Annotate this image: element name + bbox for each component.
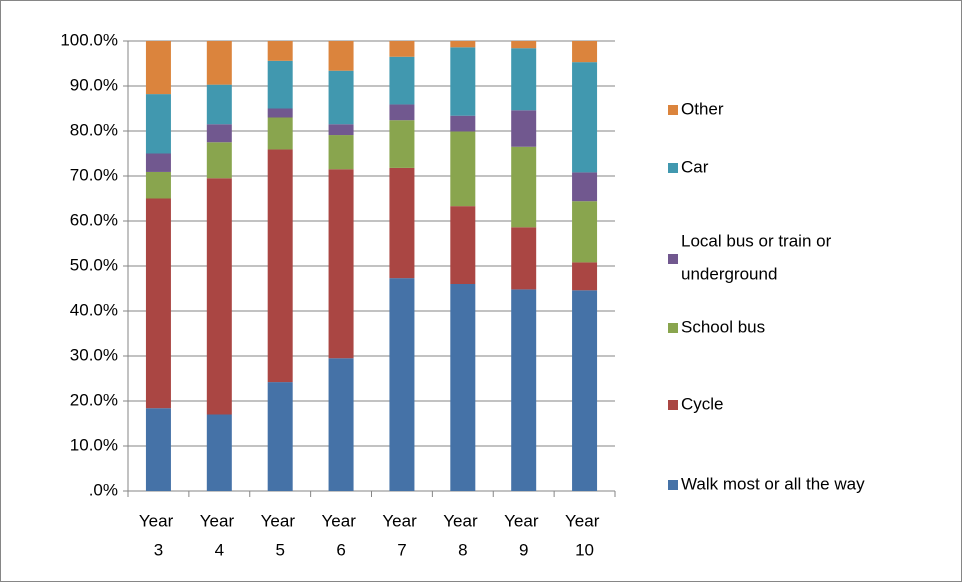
bar-segment [145, 198, 171, 409]
x-tick-label: Year 8 [443, 512, 482, 560]
x-tick-label: Year 5 [261, 512, 300, 560]
bar-segment [572, 172, 598, 202]
legend-label: Cycle [681, 394, 724, 413]
bar-segment [389, 104, 415, 121]
x-tick-label: Year 3 [139, 512, 178, 560]
bar-segment [389, 41, 415, 57]
bar-segment [450, 115, 476, 132]
bar-segment [206, 124, 232, 143]
bar-segment [572, 262, 598, 291]
legend-label: Other [681, 99, 724, 118]
bar-segment [389, 167, 415, 279]
bar-segment [267, 382, 293, 491]
bar-segment [572, 201, 598, 263]
bar-segment [389, 56, 415, 105]
bar-segment [511, 41, 537, 49]
bar-segment [572, 62, 598, 173]
bar-segment [267, 41, 293, 61]
bar-segment [328, 41, 354, 71]
bar-segment [267, 149, 293, 383]
bar-segment [206, 414, 232, 491]
bar-segment [267, 108, 293, 118]
legend-label: Car [681, 157, 709, 176]
bar-segment [328, 135, 354, 170]
y-tick-label: 70.0% [70, 165, 118, 184]
bar-segment [206, 84, 232, 125]
x-tick-label: Year 4 [200, 512, 239, 560]
bar-segment [145, 94, 171, 154]
bar-segment [389, 120, 415, 168]
y-tick-label: 40.0% [70, 300, 118, 319]
legend-swatch [668, 105, 678, 115]
bar-segment [450, 47, 476, 116]
legend-swatch [668, 254, 678, 264]
x-tick-label: Year 7 [382, 512, 421, 560]
legend-swatch [668, 163, 678, 173]
bar-segment [145, 153, 171, 172]
legend-label: Walk most or all the way [681, 474, 865, 493]
y-tick-label: .0% [89, 480, 118, 499]
bar-segment [572, 290, 598, 491]
bar-segment [511, 146, 537, 228]
bar-segment [511, 48, 537, 111]
y-tick-label: 90.0% [70, 75, 118, 94]
bar-segment [267, 117, 293, 150]
legend-swatch [668, 480, 678, 490]
bar-segment [328, 70, 354, 125]
legend-label: School bus [681, 317, 765, 336]
y-tick-label: 50.0% [70, 255, 118, 274]
bar-segment [267, 60, 293, 109]
bar-segment [206, 41, 232, 85]
bar-segment [206, 178, 232, 415]
legend-swatch [668, 400, 678, 410]
bar-segment [511, 110, 537, 147]
bar-segment [328, 358, 354, 491]
y-tick-label: 60.0% [70, 210, 118, 229]
bar-segment [572, 41, 598, 63]
y-tick-label: 20.0% [70, 390, 118, 409]
y-tick-label: 100.0% [60, 30, 118, 49]
legend-label: Local bus or train or underground [681, 232, 836, 284]
bar-segment [328, 169, 354, 359]
y-tick-label: 80.0% [70, 120, 118, 139]
bar-segment [328, 124, 354, 136]
x-tick-label: Year 6 [322, 512, 361, 560]
x-tick-label: Year 9 [504, 512, 543, 560]
bar-segment [450, 284, 476, 491]
bar-segment [511, 289, 537, 491]
x-tick-label: Year 10 [565, 512, 604, 560]
bar-segment [389, 278, 415, 491]
legend-swatch [668, 323, 678, 333]
bar-segment [450, 206, 476, 284]
bar-segment [145, 408, 171, 491]
y-tick-label: 30.0% [70, 345, 118, 364]
bar-segment [450, 41, 476, 48]
bar-segment [145, 41, 171, 95]
bar-segment [511, 227, 537, 290]
y-tick-label: 10.0% [70, 435, 118, 454]
bar-segment [145, 171, 171, 199]
bar-segment [206, 142, 232, 179]
bar-segment [450, 131, 476, 207]
